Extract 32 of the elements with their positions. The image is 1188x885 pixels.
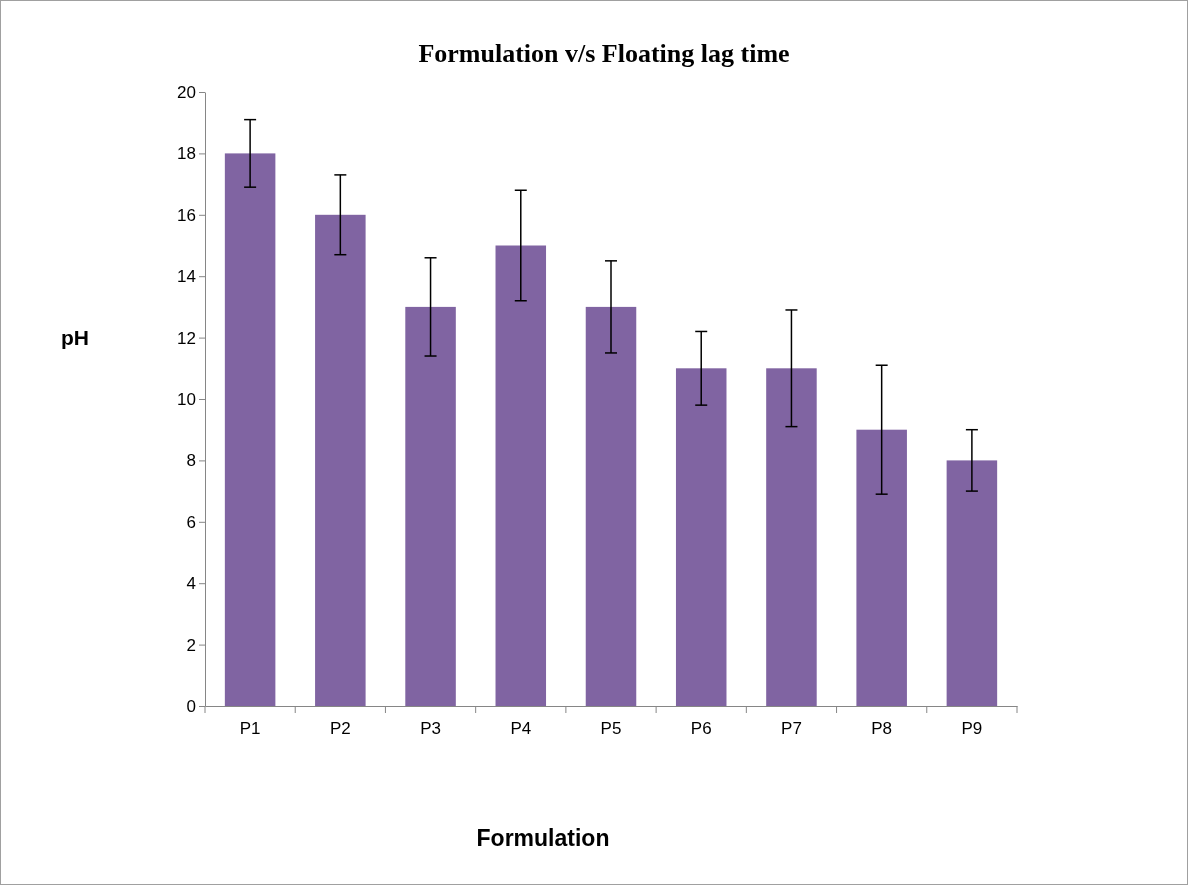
y-tick-label: 16 [177, 205, 196, 225]
y-tick-label: 8 [186, 451, 196, 471]
bar [224, 153, 276, 706]
y-tick-label: 14 [177, 267, 196, 287]
bar [405, 306, 456, 706]
chart-title: Formulation v/s Floating lag time [418, 39, 790, 68]
bar [946, 460, 998, 706]
x-tick-label: P2 [329, 719, 351, 739]
x-tick-label: P1 [239, 719, 261, 739]
y-tick-label: 0 [186, 696, 196, 716]
y-tick-label: 20 [177, 82, 196, 102]
x-tick-label: P4 [510, 719, 532, 739]
x-tick-label: P8 [871, 719, 893, 739]
y-tick-label: 4 [186, 574, 196, 594]
bar [315, 214, 366, 706]
x-tick-label: P3 [420, 719, 441, 739]
x-axis-title: Formulation [476, 825, 610, 851]
x-tick-label: P9 [961, 719, 983, 739]
y-tick-label: 10 [177, 389, 196, 409]
y-tick-label: 6 [186, 512, 196, 532]
y-axis-title: pH [61, 326, 89, 349]
bar [675, 368, 727, 706]
y-tick-label: 18 [177, 144, 196, 164]
bar [495, 245, 547, 706]
bar [585, 306, 637, 706]
bar [766, 368, 817, 706]
bar [856, 429, 907, 706]
y-tick-label: 12 [177, 328, 196, 348]
y-tick-label: 2 [186, 635, 196, 655]
x-tick-label: P5 [600, 719, 622, 739]
x-tick-label: P7 [781, 719, 802, 739]
x-tick-label: P6 [690, 719, 712, 739]
